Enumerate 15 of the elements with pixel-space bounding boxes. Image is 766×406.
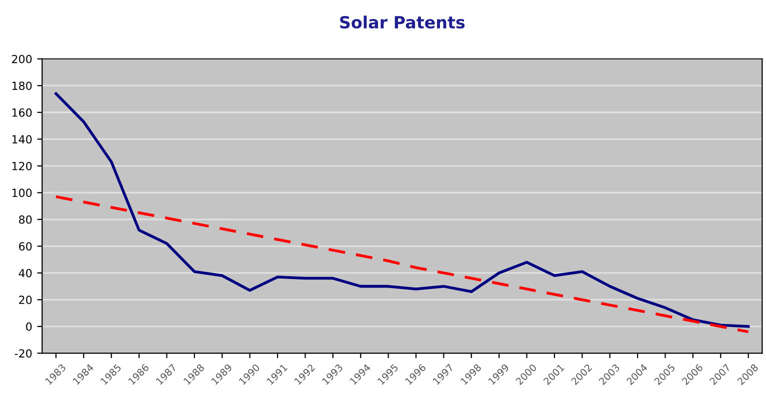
y-tick-label: 160 bbox=[12, 108, 32, 117]
y-tick-label: 100 bbox=[12, 188, 32, 198]
y-tick-label: 120 bbox=[12, 162, 32, 170]
y-tick-label: 180 bbox=[12, 82, 32, 90]
y-tick-label: 80 bbox=[19, 215, 32, 224]
y-tick-label: 140 bbox=[12, 135, 32, 144]
y-tick-label: 60 bbox=[19, 242, 32, 251]
y-tick-label: -20 bbox=[14, 349, 32, 358]
y-tick-label: 40 bbox=[18, 268, 32, 278]
y-tick-label: 200 bbox=[12, 54, 32, 64]
chart-title: Solar Patents bbox=[340, 16, 465, 29]
line-series bbox=[54, 195, 750, 334]
line-series bbox=[54, 92, 750, 328]
y-tick-label: 20 bbox=[19, 296, 32, 304]
y-tick-label: 0 bbox=[26, 322, 32, 331]
